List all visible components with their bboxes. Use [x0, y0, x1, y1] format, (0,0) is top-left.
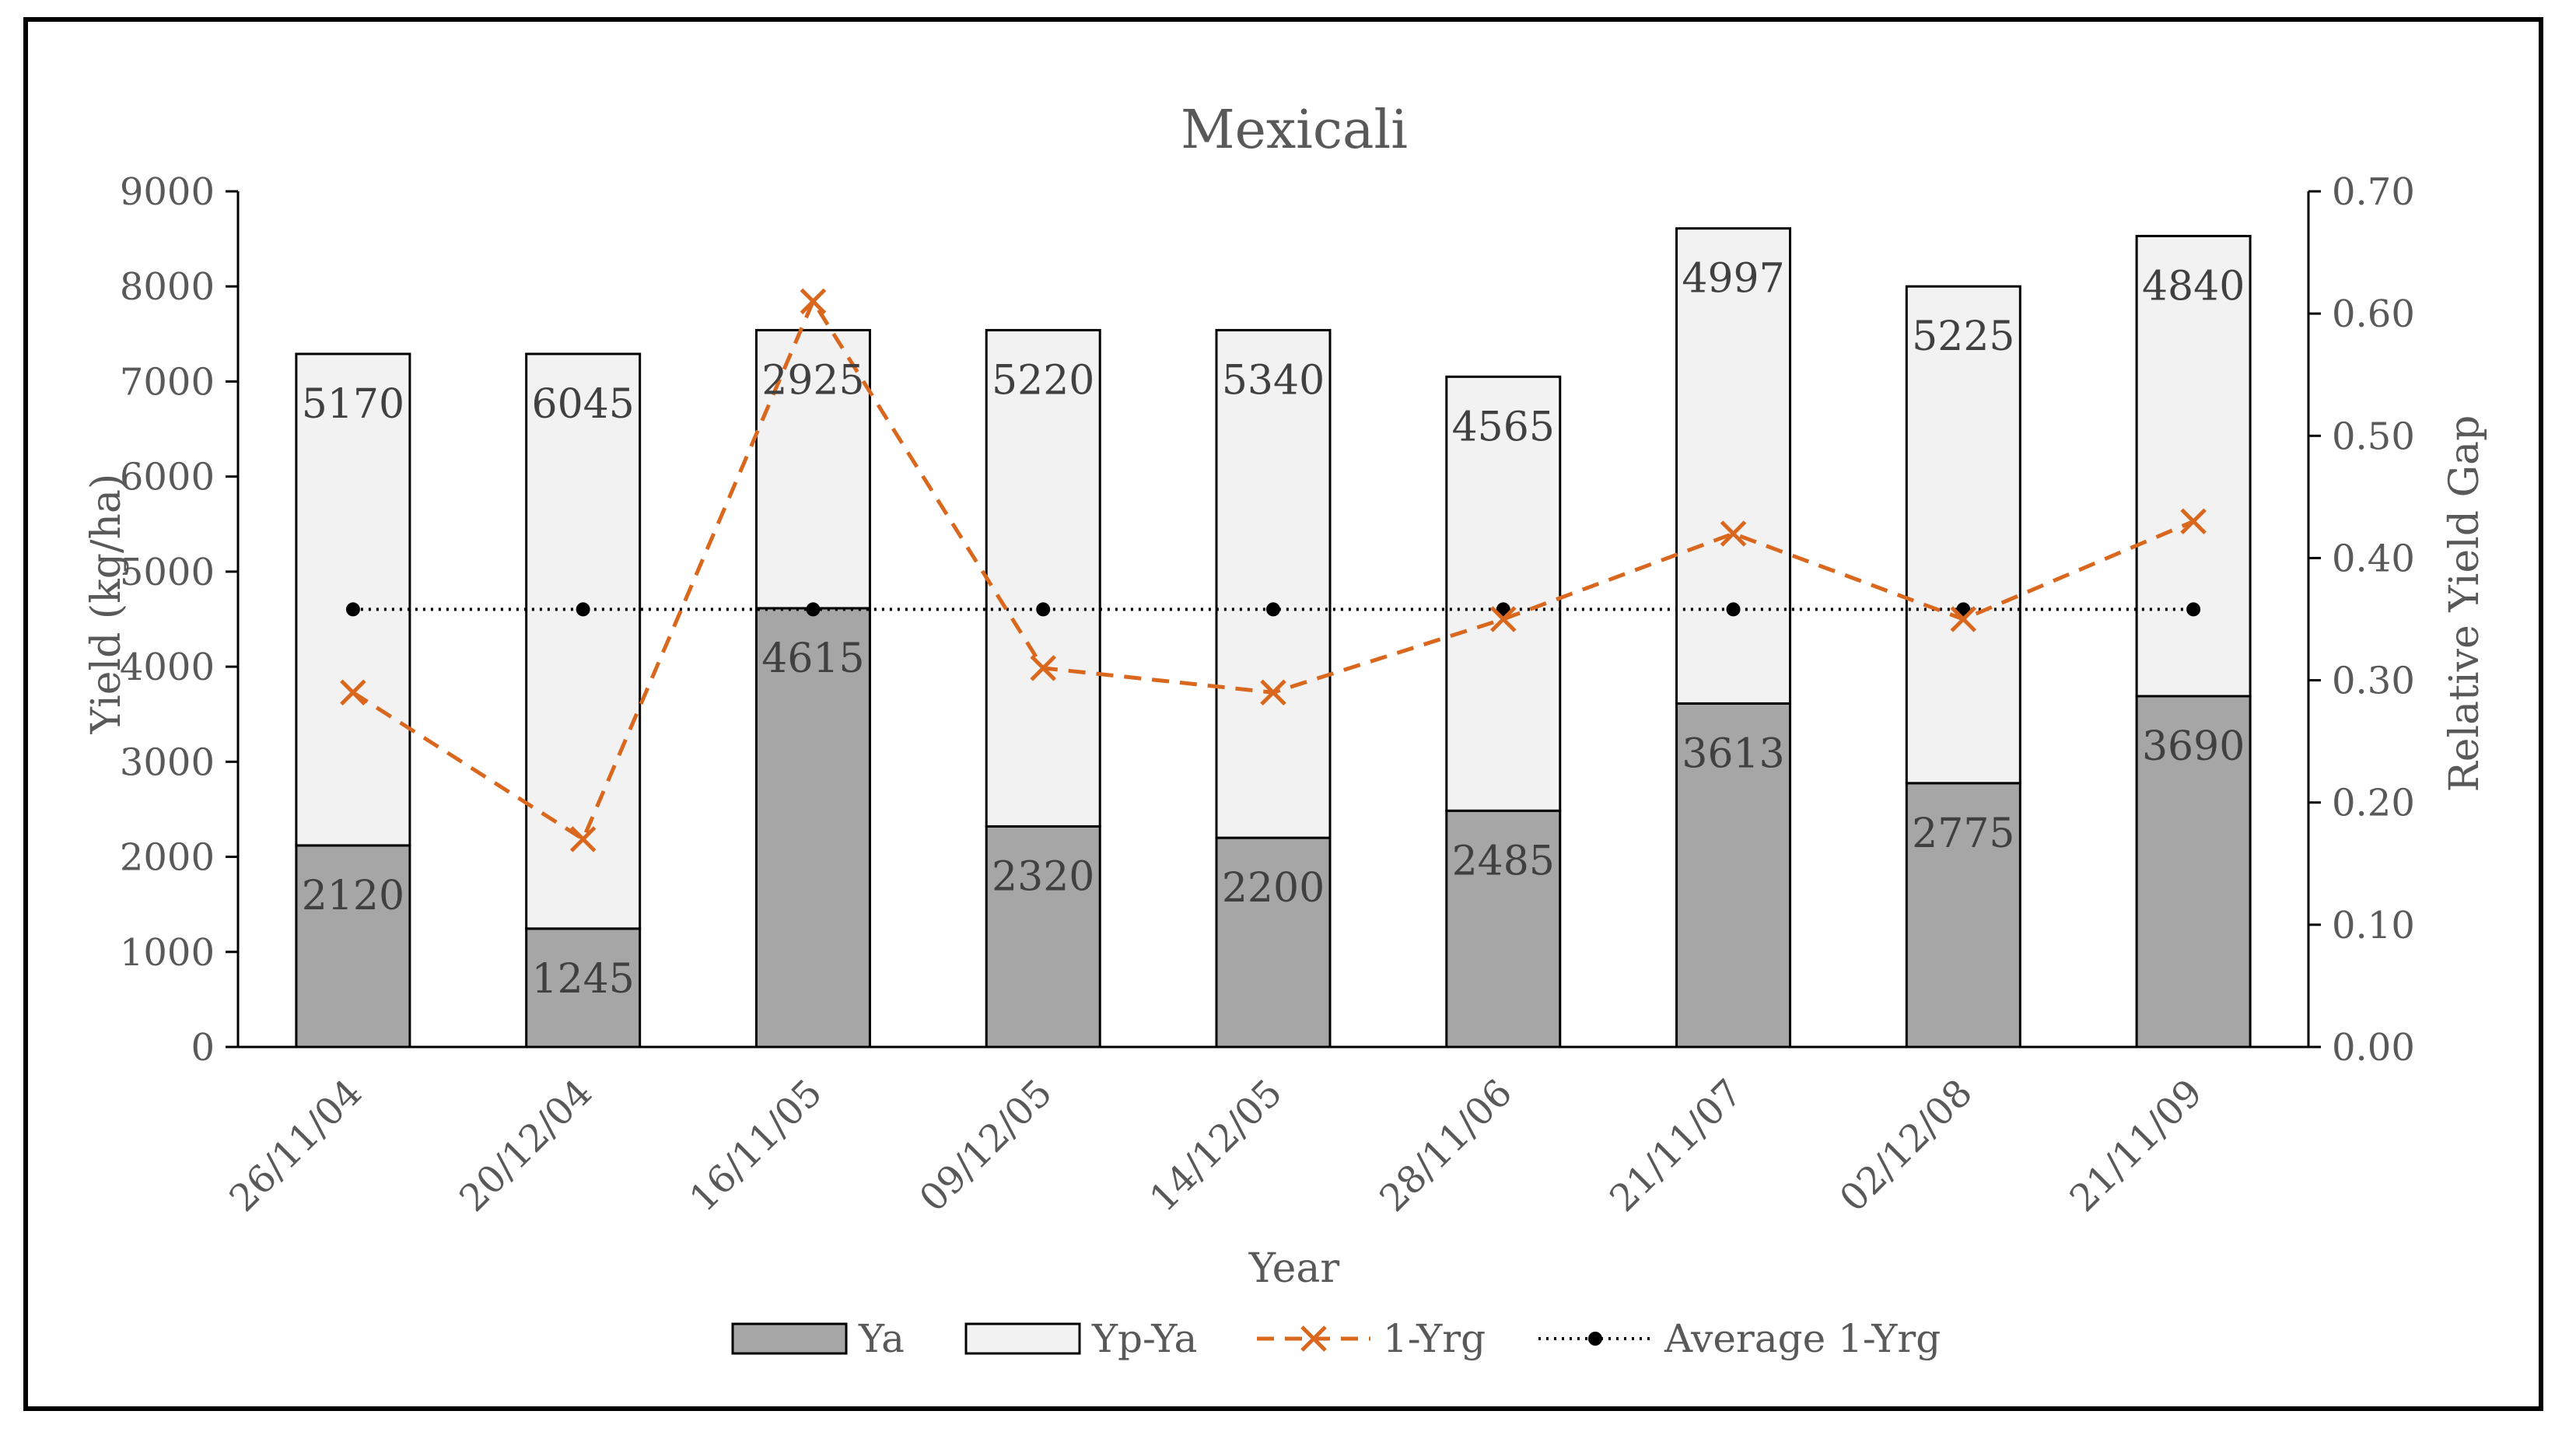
data-label-ya: 2485 — [1452, 838, 1555, 884]
bar-ya — [1905, 782, 2021, 1049]
y2-tick-label: 0.20 — [2332, 782, 2415, 825]
labels-layer: 2120 5170 1245 6045 4615 2925 2320 5220 2200 5340… — [302, 256, 2245, 1003]
bar-ya — [2135, 695, 2252, 1049]
y-axis-title: Yield (kg/ha) — [83, 474, 130, 735]
data-label-ya: 2320 — [992, 853, 1094, 900]
data-label-yp-ya: 5225 — [1912, 313, 2014, 360]
bar-yp-ya — [1675, 227, 1792, 705]
x-tick-label: 21/11/09 — [2062, 1071, 2211, 1220]
data-label-ya: 3613 — [1682, 730, 1784, 777]
bar-yp-ya — [2135, 234, 2252, 698]
y2-tick-label: 0.60 — [2332, 292, 2415, 336]
y2-tick-label: 0.10 — [2332, 904, 2415, 947]
bar-ya — [1675, 702, 1792, 1049]
y2-tick-label: 0.00 — [2332, 1026, 2415, 1070]
legend-item-ya: Ya — [731, 1316, 905, 1361]
legend-label: Yp-Ya — [1091, 1316, 1197, 1361]
bar-ya — [295, 844, 411, 1049]
x-tick-label: 14/12/05 — [1141, 1071, 1290, 1220]
1-yrg-point — [340, 679, 366, 706]
y-tick-label: 8000 — [120, 265, 215, 309]
bar-yp-ya — [754, 328, 871, 610]
average-1-yrg-point — [1496, 602, 1510, 617]
chart-svg: Mexicali 26/11/04 20/12/04 16/11/05 09/12/0… — [83, 100, 2488, 1361]
data-label-ya: 1245 — [531, 956, 634, 1003]
average-1-yrg-point — [345, 602, 360, 617]
data-label-yp-ya: 4565 — [1452, 404, 1555, 450]
legend-item-1-yrg: 1-Yrg — [1257, 1316, 1486, 1361]
1-yrg-point — [1950, 606, 1977, 632]
data-label-yp-ya: 5220 — [992, 357, 1094, 404]
legend-label: Average 1-Yrg — [1664, 1316, 1941, 1361]
y-tick-label: 2000 — [120, 836, 215, 880]
lines-layer — [340, 288, 2207, 853]
average-1-yrg-point — [806, 602, 821, 617]
data-label-yp-ya: 5170 — [302, 381, 404, 428]
y-tick-label: 7000 — [120, 360, 215, 404]
bar-ya — [754, 607, 871, 1049]
data-label-yp-ya: 4997 — [1682, 256, 1784, 303]
chart-frame: Mexicali 26/11/04 20/12/04 16/11/05 09/12/0… — [23, 17, 2543, 1411]
data-label-ya: 2120 — [302, 873, 404, 919]
bar-yp-ya — [1215, 328, 1332, 839]
bar-ya — [1445, 809, 1562, 1049]
x-tick-label: 20/12/04 — [451, 1071, 600, 1220]
y-tick-label: 0 — [191, 1026, 215, 1070]
average-1-yrg-point — [576, 602, 590, 617]
data-label-ya: 4615 — [761, 635, 864, 682]
bars-layer — [295, 227, 2252, 1049]
y2-tick-label: 0.70 — [2332, 170, 2415, 214]
data-label-ya: 2775 — [1912, 811, 2014, 857]
chart-title: Mexicali — [1181, 100, 1408, 161]
1-yrg-point — [1260, 679, 1286, 706]
x-tick-label: 26/11/04 — [221, 1071, 370, 1220]
y2-tick-label: 0.40 — [2332, 537, 2415, 580]
legend-item-yp-ya: Yp-Ya — [964, 1316, 1197, 1361]
1-yrg-point — [569, 826, 597, 853]
x-tick-label: 16/11/05 — [681, 1071, 831, 1220]
1-yrg-point — [1030, 655, 1056, 681]
x-tick-label: 09/12/05 — [912, 1071, 1061, 1220]
y-tick-label: 9000 — [120, 170, 215, 214]
bar-yp-ya — [1905, 285, 2021, 785]
legend-label: 1-Yrg — [1383, 1316, 1486, 1361]
x-tick-label: 28/11/06 — [1371, 1071, 1521, 1220]
bar-yp-ya — [295, 352, 411, 847]
average-1-yrg-point — [1726, 602, 1741, 617]
average-1-yrg-point — [2186, 602, 2201, 617]
x-tick-label: 21/11/07 — [1601, 1071, 1751, 1220]
data-label-yp-ya: 4840 — [2142, 263, 2245, 310]
y-tick-label: 6000 — [120, 456, 215, 499]
1-yrg-point — [2180, 508, 2207, 535]
y-tick-label: 4000 — [120, 646, 215, 689]
x-tick-label: 02/12/08 — [1832, 1071, 1981, 1220]
average-1-yrg-point — [1956, 602, 1971, 617]
y2-tick-label: 0.50 — [2332, 415, 2415, 458]
y-tick-label: 1000 — [120, 931, 215, 975]
data-label-ya: 2200 — [1222, 865, 1325, 912]
y2-tick-label: 0.30 — [2332, 660, 2415, 703]
1-yrg-point — [1720, 520, 1747, 547]
bar-yp-ya — [985, 328, 1101, 828]
legend: Ya Yp-Ya 1-Yrg Average 1-Yrg — [731, 1316, 1941, 1361]
average-1-yrg-point — [1266, 602, 1280, 617]
1-yrg-point — [1490, 606, 1517, 632]
data-label-yp-ya: 5340 — [1222, 357, 1325, 404]
data-label-yp-ya: 2925 — [761, 357, 864, 404]
y-tick-label: 5000 — [120, 551, 215, 594]
1-yrg-point — [800, 288, 827, 315]
y2-axis-title: Relative Yield Gap — [2441, 415, 2488, 793]
legend-label: Ya — [858, 1316, 905, 1361]
data-label-ya: 3690 — [2142, 723, 2245, 770]
data-label-yp-ya: 6045 — [531, 381, 634, 428]
y-tick-label: 3000 — [120, 741, 215, 784]
legend-item-average-1-yrg: Average 1-Yrg — [1538, 1316, 1941, 1361]
bar-yp-ya — [525, 352, 642, 930]
bar-yp-ya — [1445, 375, 1562, 812]
average-1-yrg-point — [1036, 602, 1051, 617]
x-axis-title: Year — [1248, 1245, 1340, 1292]
